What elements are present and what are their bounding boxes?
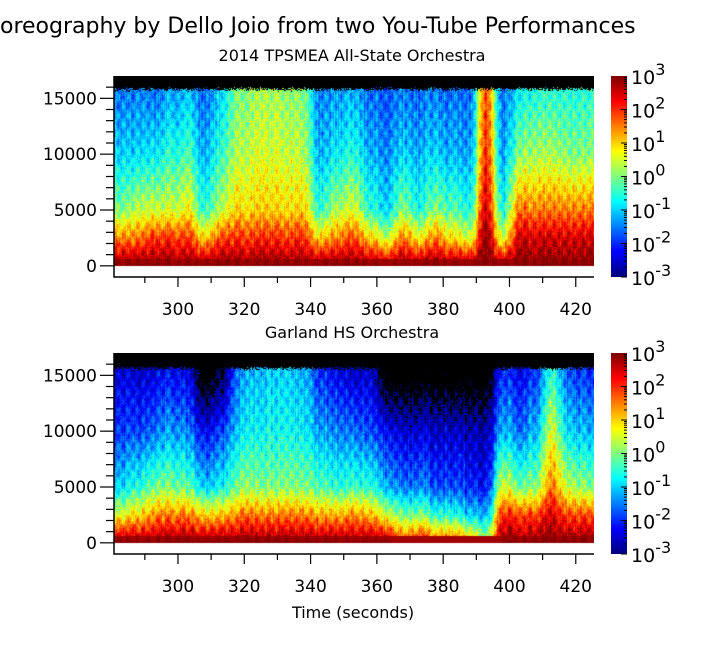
y-tick-label: 10000: [43, 422, 97, 442]
axis-frame: [113, 76, 594, 278]
colorbar-tick-label: 101: [631, 127, 665, 156]
y-tick-label: 15000: [43, 366, 97, 386]
colorbar-top: [611, 76, 627, 277]
subplot-title-top: 2014 TPSMEA All-State Orchestra: [219, 46, 486, 65]
colorbar-tick-label: 10-1: [631, 471, 671, 500]
spectrogram-bottom-heatmap: [114, 353, 594, 554]
axis-frame: [113, 353, 594, 555]
y-tick-label: 5000: [54, 478, 97, 498]
y-tick-label: 0: [86, 257, 97, 277]
x-axis-label: Time (seconds): [291, 603, 414, 622]
x-tick-label: 400: [493, 300, 525, 320]
colorbar-tick-label: 10-1: [631, 194, 671, 223]
x-tick-label: 340: [294, 300, 326, 320]
colorbar-tick-label: 101: [631, 404, 665, 433]
x-tick-label: 420: [560, 577, 592, 597]
x-tick-label: 400: [493, 577, 525, 597]
colorbar-tick-label: 103: [631, 337, 665, 366]
y-tick-label: 15000: [43, 89, 97, 109]
y-tick-label: 0: [86, 534, 97, 554]
x-tick-label: 420: [560, 300, 592, 320]
colorbar-tick-label: 100: [631, 438, 665, 467]
y-tick-label: 10000: [43, 145, 97, 165]
colorbar-tick-label: 102: [631, 94, 665, 123]
x-tick-label: 320: [228, 577, 260, 597]
colorbar-tick-label: 10-2: [631, 228, 671, 257]
colorbar-tick-label: 10-3: [631, 538, 671, 567]
subplot-title-bottom: Garland HS Orchestra: [265, 323, 439, 342]
colorbar-tick-label: 10-2: [631, 505, 671, 534]
spectrogram-top-heatmap: [114, 76, 594, 277]
x-tick-label: 300: [162, 300, 194, 320]
y-tick-label: 5000: [54, 201, 97, 221]
x-tick-label: 360: [361, 577, 393, 597]
colorbar-tick-label: 103: [631, 60, 665, 89]
x-tick-label: 300: [162, 577, 194, 597]
x-tick-label: 380: [427, 300, 459, 320]
colorbar-tick-label: 100: [631, 161, 665, 190]
x-tick-label: 360: [361, 300, 393, 320]
x-tick-label: 340: [294, 577, 326, 597]
colorbar-tick-label: 102: [631, 371, 665, 400]
colorbar-tick-label: 10-3: [631, 261, 671, 290]
x-tick-label: 320: [228, 300, 260, 320]
x-tick-label: 380: [427, 577, 459, 597]
figure-title: oreography by Dello Joio from two You-Tu…: [0, 14, 636, 39]
colorbar-bottom: [611, 353, 627, 554]
